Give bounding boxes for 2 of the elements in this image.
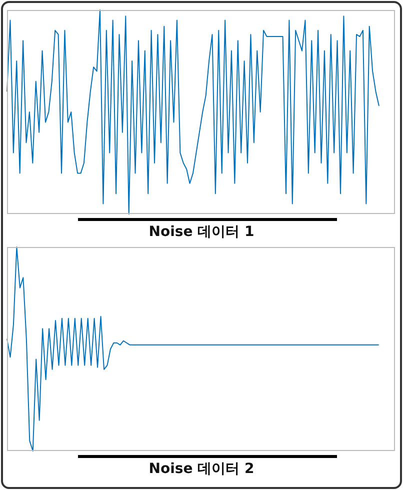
x-axis-title: Noise 데이터 1 xyxy=(148,223,256,241)
x-axis-title: Noise 데이터 2 xyxy=(148,460,256,478)
